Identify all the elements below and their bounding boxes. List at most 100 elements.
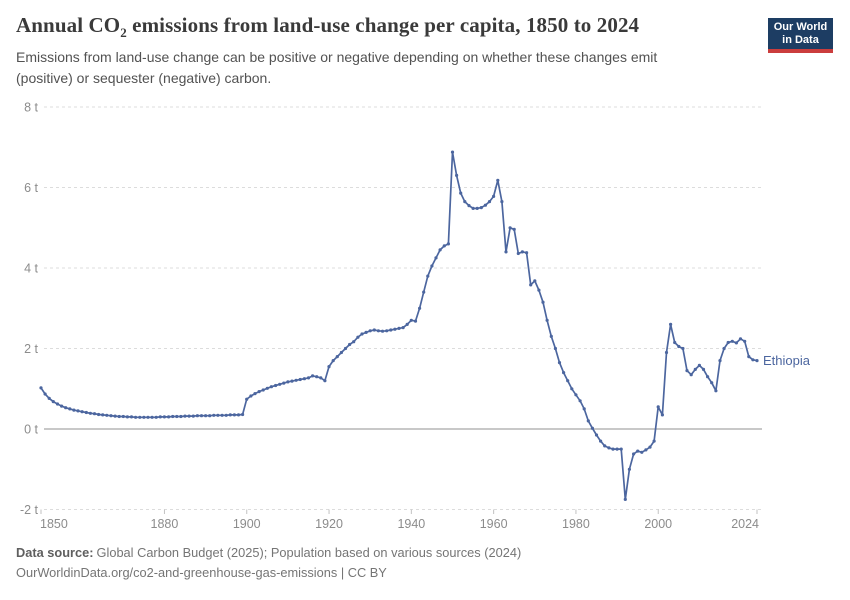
data-point[interactable] <box>306 376 311 380</box>
data-point[interactable] <box>393 327 397 331</box>
data-point[interactable] <box>76 409 80 413</box>
data-point[interactable] <box>697 363 702 367</box>
data-point[interactable] <box>286 380 290 384</box>
data-point[interactable] <box>212 413 216 417</box>
data-point[interactable] <box>261 388 265 392</box>
data-point[interactable] <box>113 414 117 418</box>
data-point[interactable] <box>607 446 611 450</box>
data-point[interactable] <box>516 251 520 256</box>
data-point[interactable] <box>512 227 516 231</box>
data-point[interactable] <box>743 339 747 343</box>
data-point[interactable] <box>401 326 405 330</box>
data-point[interactable] <box>734 341 739 345</box>
data-point[interactable] <box>681 346 685 351</box>
data-point[interactable] <box>142 415 146 419</box>
data-point[interactable] <box>669 322 673 326</box>
data-point[interactable] <box>208 414 212 418</box>
data-point[interactable] <box>582 407 586 411</box>
data-point[interactable] <box>599 439 603 443</box>
data-point[interactable] <box>627 467 632 471</box>
data-point[interactable] <box>60 404 64 408</box>
data-point[interactable] <box>636 449 640 453</box>
data-point[interactable] <box>656 405 660 409</box>
data-point[interactable] <box>747 355 751 359</box>
data-point[interactable] <box>298 377 302 382</box>
data-point[interactable] <box>710 381 714 385</box>
data-point[interactable] <box>487 200 492 204</box>
data-point[interactable] <box>191 414 195 418</box>
data-point[interactable] <box>738 337 743 341</box>
data-point[interactable] <box>265 386 269 390</box>
data-point[interactable] <box>372 328 376 332</box>
data-point[interactable] <box>343 346 348 351</box>
data-point[interactable] <box>677 344 681 349</box>
data-point[interactable] <box>84 410 88 415</box>
data-point[interactable] <box>134 415 138 419</box>
data-point[interactable] <box>718 359 722 363</box>
data-point[interactable] <box>430 264 434 268</box>
data-point[interactable] <box>290 379 294 383</box>
data-point[interactable] <box>529 283 533 287</box>
data-point[interactable] <box>236 413 241 417</box>
data-point[interactable] <box>389 328 393 332</box>
data-point[interactable] <box>685 369 689 373</box>
data-point[interactable] <box>664 350 669 355</box>
data-point[interactable] <box>348 342 352 347</box>
data-point[interactable] <box>496 178 500 182</box>
data-point[interactable] <box>228 413 232 417</box>
data-point[interactable] <box>376 329 380 333</box>
data-point[interactable] <box>689 373 693 377</box>
data-point[interactable] <box>121 414 125 419</box>
data-point[interactable] <box>282 381 286 385</box>
data-point[interactable] <box>125 415 129 419</box>
data-point[interactable] <box>183 414 187 418</box>
data-point[interactable] <box>368 329 372 333</box>
data-point[interactable] <box>623 497 627 501</box>
data-point[interactable] <box>619 447 623 451</box>
data-point[interactable] <box>471 206 475 210</box>
data-point[interactable] <box>673 340 677 345</box>
data-point[interactable] <box>158 415 162 419</box>
data-point[interactable] <box>701 367 706 371</box>
data-point[interactable] <box>492 194 496 198</box>
data-point[interactable] <box>438 248 442 252</box>
data-point[interactable] <box>722 346 726 351</box>
data-point[interactable] <box>541 300 545 304</box>
data-point[interactable] <box>500 200 504 204</box>
data-point[interactable] <box>751 358 755 362</box>
data-point[interactable] <box>611 447 615 451</box>
data-point[interactable] <box>311 374 315 378</box>
data-point[interactable] <box>274 383 278 388</box>
data-point[interactable] <box>578 399 582 403</box>
data-point[interactable] <box>117 414 121 419</box>
data-point[interactable] <box>138 415 142 419</box>
data-point[interactable] <box>525 251 529 255</box>
data-point[interactable] <box>574 393 578 397</box>
data-point[interactable] <box>549 334 553 338</box>
data-point[interactable] <box>648 445 652 449</box>
data-point[interactable] <box>533 279 537 283</box>
data-point[interactable] <box>405 322 409 326</box>
data-point[interactable] <box>331 359 335 363</box>
data-point[interactable] <box>339 350 343 355</box>
data-point[interactable] <box>179 414 183 419</box>
data-point[interactable] <box>475 206 479 210</box>
data-point[interactable] <box>693 367 697 371</box>
data-point[interactable] <box>422 290 426 294</box>
data-point[interactable] <box>327 365 331 369</box>
data-point[interactable] <box>294 378 298 382</box>
data-point[interactable] <box>216 413 220 417</box>
data-point[interactable] <box>426 274 430 278</box>
data-point[interactable] <box>385 329 389 333</box>
data-point[interactable] <box>446 242 450 246</box>
data-point[interactable] <box>545 318 549 322</box>
data-point[interactable] <box>660 413 665 417</box>
data-point[interactable] <box>537 288 541 292</box>
data-point[interactable] <box>249 394 253 398</box>
data-point[interactable] <box>129 415 134 419</box>
data-point[interactable] <box>88 411 92 415</box>
data-point[interactable] <box>714 389 718 393</box>
data-point[interactable] <box>603 444 607 448</box>
data-point[interactable] <box>364 330 368 334</box>
data-point[interactable] <box>644 448 648 452</box>
